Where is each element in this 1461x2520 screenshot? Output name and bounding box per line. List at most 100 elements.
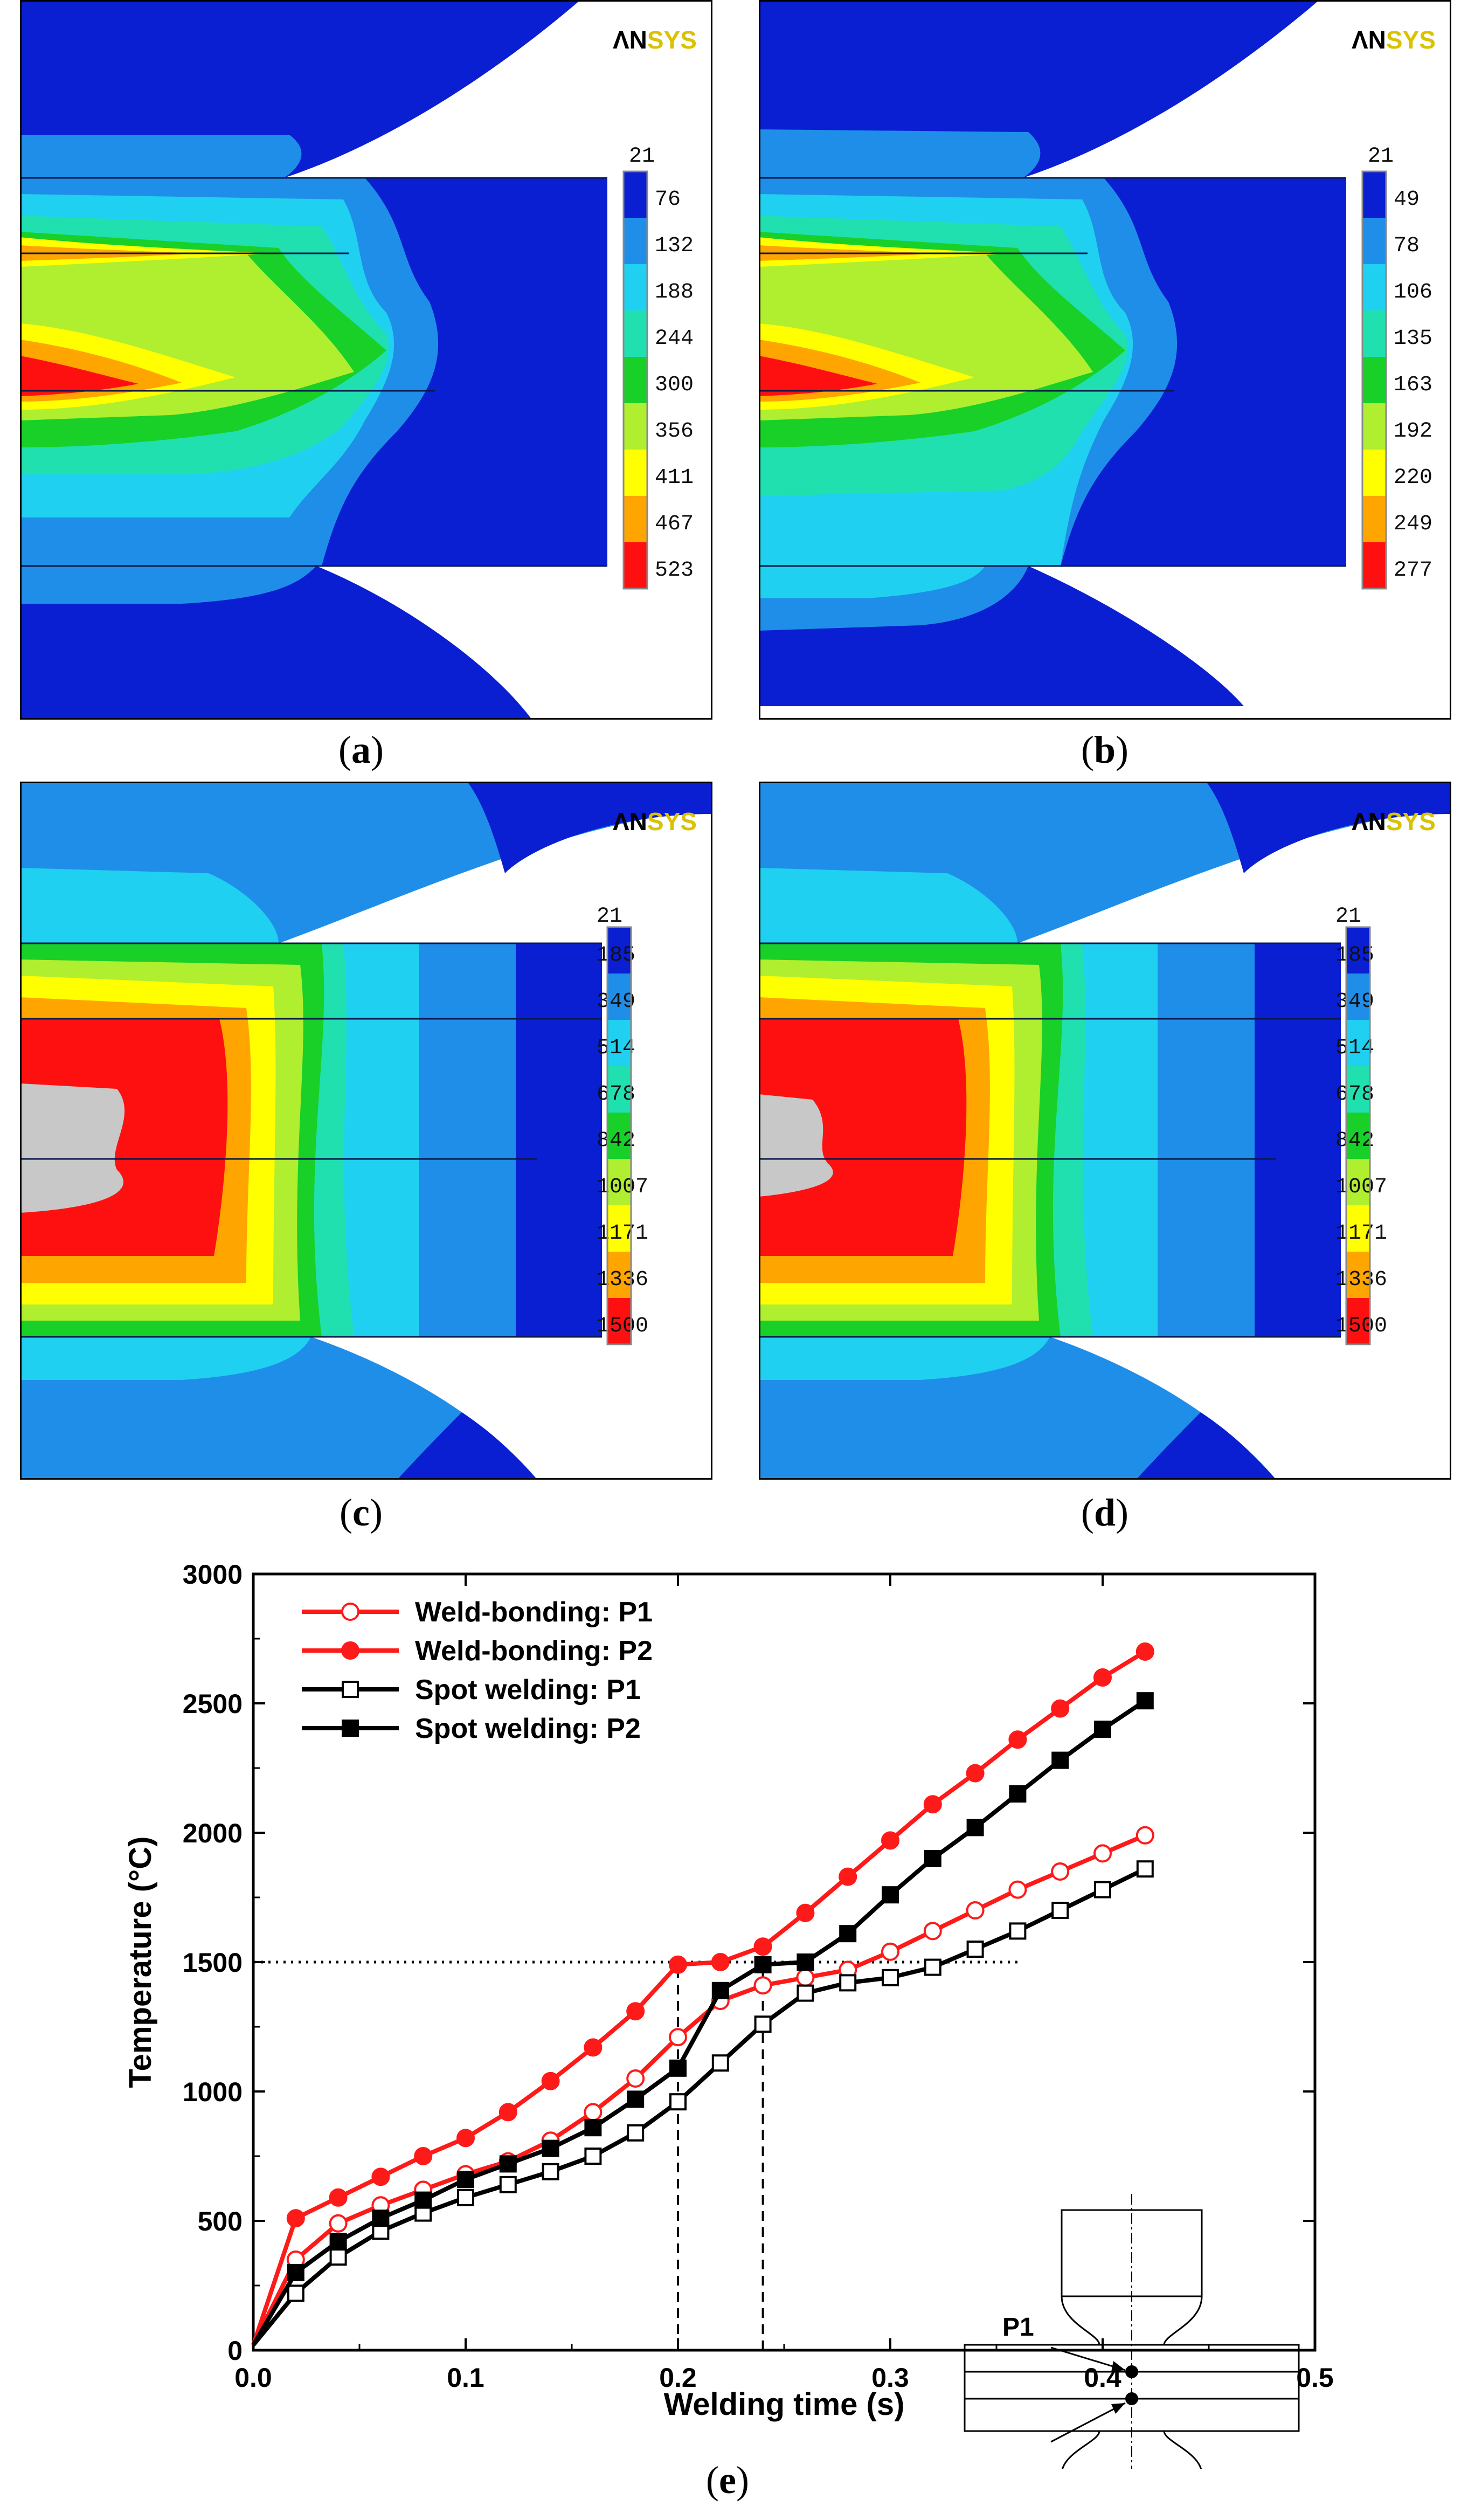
svg-text:842: 842 [597, 1129, 635, 1153]
data-point [966, 1764, 985, 1783]
x-axis-title: Welding time (s) [664, 2387, 905, 2422]
contour-plot-d: ΛNSYS 21 185 349 514 678 842 1007 1171 1… [759, 782, 1451, 1480]
legend-label: Weld-bonding: P1 [415, 1597, 653, 1628]
data-point [414, 2191, 432, 2209]
data-point [839, 1925, 857, 1943]
color-legend-d: 21 185 349 514 678 842 1007 1171 1336 15… [1335, 905, 1387, 1345]
y-tick-label: 0 [227, 2336, 243, 2366]
data-point [839, 1974, 857, 1992]
data-point [456, 2129, 475, 2148]
data-point [371, 2167, 390, 2186]
melt-zone-c [20, 1083, 125, 1213]
electrode-inset-diagram [964, 2194, 1300, 2469]
data-point [754, 1956, 772, 1973]
series-line [251, 1699, 1147, 2346]
data-point [669, 2059, 687, 2077]
data-point [1051, 1699, 1070, 1718]
series-2 [251, 1860, 1154, 2346]
svg-text:467: 467 [655, 512, 694, 536]
data-point [711, 2054, 729, 2072]
data-point [1136, 1692, 1154, 1710]
svg-text:300: 300 [655, 373, 694, 397]
data-point [753, 1976, 772, 1995]
data-point [669, 2028, 687, 2047]
svg-text:1007: 1007 [597, 1175, 648, 1199]
y-axis-title: Temperature (°C) [123, 1837, 158, 2088]
data-point [626, 2069, 645, 2088]
svg-text:21: 21 [1368, 144, 1394, 169]
svg-text:1007: 1007 [1335, 1175, 1387, 1199]
series-line [251, 1833, 1146, 2346]
svg-text:523: 523 [655, 558, 694, 583]
series-3 [251, 1692, 1154, 2346]
svg-text:678: 678 [597, 1082, 635, 1107]
legend-label: Spot welding: P2 [415, 1713, 641, 1744]
svg-text:514: 514 [1335, 1036, 1374, 1060]
svg-text:185: 185 [1335, 943, 1374, 968]
y-tick-label: 500 [198, 2206, 243, 2236]
data-point [1051, 1902, 1069, 1919]
data-point [286, 2209, 305, 2228]
data-point [923, 1795, 942, 1814]
temperature-chart-panel: 0.0 0.1 0.2 0.3 0.4 0.5 0 500 1000 1500 2000 2500 30… [0, 1552, 1461, 2469]
contour-plot-b: ΛNSYS 21 49 78 106 135 163 192 220 249 2… [759, 0, 1451, 720]
inset-label-p1: P1 [1002, 2313, 1034, 2342]
data-point [924, 1958, 941, 1976]
data-point [1051, 1751, 1069, 1769]
data-point [1008, 1730, 1027, 1749]
data-point [1009, 1785, 1027, 1803]
data-point [882, 1886, 899, 1904]
contour-plot-a: ΛNSYS 21 76 132 188 244 300 356 411 467 … [20, 0, 712, 720]
svg-text:78: 78 [1394, 234, 1420, 258]
y-tick-label: 3000 [183, 1559, 243, 1590]
data-point [542, 2163, 559, 2180]
point-p1-marker [1125, 2365, 1138, 2378]
svg-text:244: 244 [655, 327, 694, 351]
data-point [541, 2072, 560, 2090]
ansys-logo-d: ΛNSYS [1352, 807, 1436, 836]
data-point [287, 2264, 304, 2281]
data-point [584, 2148, 602, 2165]
data-point [626, 2002, 645, 2021]
data-point [839, 1867, 857, 1886]
caption-b: (b) [1081, 728, 1128, 771]
data-point [711, 1982, 729, 1999]
data-point [1135, 1826, 1154, 1845]
legend-label: Weld-bonding: P2 [415, 1635, 653, 1667]
svg-text:1500: 1500 [597, 1314, 648, 1338]
data-point [966, 1901, 985, 1920]
svg-text:49: 49 [1394, 188, 1420, 212]
svg-text:678: 678 [1335, 1082, 1374, 1107]
point-p2-marker [1125, 2392, 1138, 2405]
series-line [251, 1867, 1146, 2346]
svg-text:135: 135 [1394, 327, 1432, 351]
svg-text:1171: 1171 [597, 1221, 648, 1246]
x-tick-label: 0.0 [234, 2363, 272, 2393]
data-point [584, 2038, 603, 2057]
caption-e: (e) [706, 2459, 749, 2502]
data-point [499, 2176, 517, 2193]
data-point [457, 2171, 474, 2188]
contour-panel-d: ΛNSYS 21 185 349 514 678 842 1007 1171 1… [759, 782, 1451, 1480]
data-point [796, 1903, 815, 1922]
x-tick-label: 0.3 [871, 2363, 909, 2393]
data-point [498, 2103, 517, 2122]
svg-text:220: 220 [1394, 466, 1432, 490]
caption-d: (d) [1081, 1491, 1128, 1534]
data-point [966, 1819, 984, 1837]
data-point [584, 2119, 602, 2137]
contour-plot-c: ΛNSYS 21 185 349 514 678 842 1007 1171 1… [20, 782, 712, 1480]
data-point [753, 1937, 772, 1956]
svg-text:1336: 1336 [1335, 1268, 1387, 1292]
data-point [287, 2284, 304, 2302]
x-tick-label: 0.2 [659, 2363, 697, 2393]
svg-text:1336: 1336 [597, 1268, 648, 1292]
data-point [1136, 1860, 1154, 1878]
data-point [669, 1955, 687, 1974]
data-point [414, 2147, 433, 2165]
lower-electrode [20, 566, 532, 720]
y-tick-label: 2500 [183, 1689, 243, 1719]
data-point [1093, 1668, 1112, 1687]
data-point [881, 1831, 899, 1850]
data-point [499, 2155, 517, 2173]
